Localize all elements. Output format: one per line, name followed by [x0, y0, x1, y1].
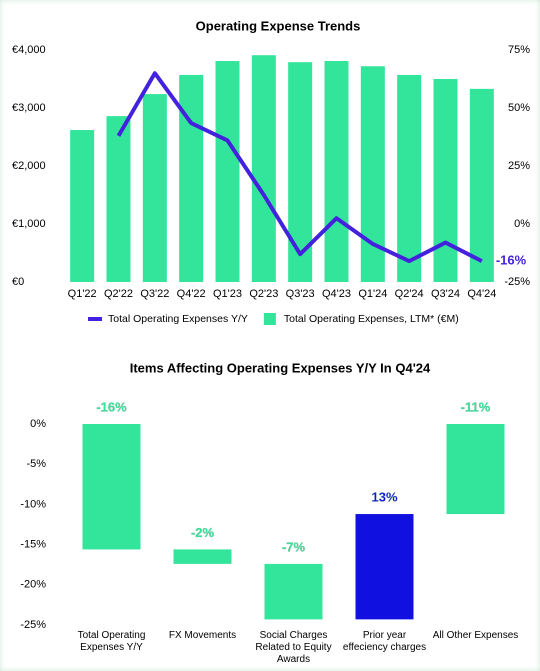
x-tick-label: Q3'24 — [431, 288, 460, 300]
bar — [288, 62, 313, 283]
x-tick-label: Q1'23 — [213, 288, 242, 300]
bar — [106, 116, 131, 283]
x-tick-label: Q4'22 — [177, 288, 206, 300]
x-tick-label: Q3'23 — [286, 288, 315, 300]
x-tick-label: Prior year effeciency charges — [342, 630, 427, 653]
y-tick-label: 0% — [30, 418, 46, 430]
legend-swatch — [263, 313, 276, 325]
y-tick-label: €2,000 — [12, 160, 46, 172]
legend-label: Total Operating Expenses, LTM* (€M) — [284, 313, 459, 325]
x-tick-label: Q3'22 — [140, 288, 169, 300]
value-label: 13% — [371, 489, 397, 504]
chart-title: Items Affecting Operating Expenses Y/Y I… — [130, 360, 431, 375]
x-tick-label: Q2'23 — [249, 288, 278, 300]
chart-title: Operating Expense Trends — [196, 18, 361, 33]
bar — [251, 55, 276, 282]
bar — [397, 74, 422, 282]
y-tick-label: €1,000 — [12, 218, 46, 230]
value-label: -2% — [191, 525, 215, 540]
bar — [173, 549, 232, 564]
x-tick-label: Q4'24 — [467, 288, 496, 300]
value-label: -11% — [461, 399, 491, 414]
y-tick-label: -5% — [26, 458, 46, 470]
x-tick-label: Q2'22 — [104, 288, 133, 300]
y-tick-label: €4,000 — [12, 44, 46, 56]
bar — [179, 74, 204, 282]
y-tick-label: -25% — [20, 619, 46, 631]
bar — [264, 563, 323, 620]
bar — [469, 88, 494, 282]
y-tick-label: -10% — [20, 498, 46, 510]
bar — [355, 514, 414, 620]
x-tick-label: FX Movements — [168, 630, 237, 641]
bar — [433, 79, 458, 282]
y2-tick-label: 0% — [514, 218, 530, 230]
value-label: -16% — [496, 253, 527, 268]
bar — [324, 61, 349, 282]
y2-tick-label: 25% — [508, 160, 530, 172]
x-tick-label: Q2'24 — [395, 288, 424, 300]
x-tick-label: Social Charges Related to Equity Awards — [255, 630, 332, 665]
bar — [446, 424, 505, 515]
y-tick-label: -15% — [20, 539, 46, 551]
y-tick-label: -20% — [20, 579, 46, 591]
value-label: -16% — [96, 399, 127, 414]
x-tick-label: Total Operating Expenses Y/Y — [77, 630, 146, 653]
x-tick-label: Q4'23 — [322, 288, 351, 300]
y2-tick-label: -25% — [504, 276, 530, 288]
bar — [215, 61, 240, 282]
bar — [70, 130, 95, 282]
x-tick-label: Q1'22 — [68, 288, 97, 300]
line — [116, 71, 483, 264]
y2-tick-label: 50% — [508, 102, 530, 114]
y-tick-label: €0 — [12, 276, 24, 288]
bar — [142, 94, 167, 282]
x-tick-label: All Other Expenses — [432, 630, 519, 641]
value-label: -7% — [282, 539, 306, 554]
y2-tick-label: 75% — [508, 44, 530, 56]
bar — [82, 424, 141, 550]
legend-label: Total Operating Expenses Y/Y — [108, 313, 248, 325]
y-tick-label: €3,000 — [12, 102, 46, 114]
x-tick-label: Q1'24 — [358, 288, 387, 300]
